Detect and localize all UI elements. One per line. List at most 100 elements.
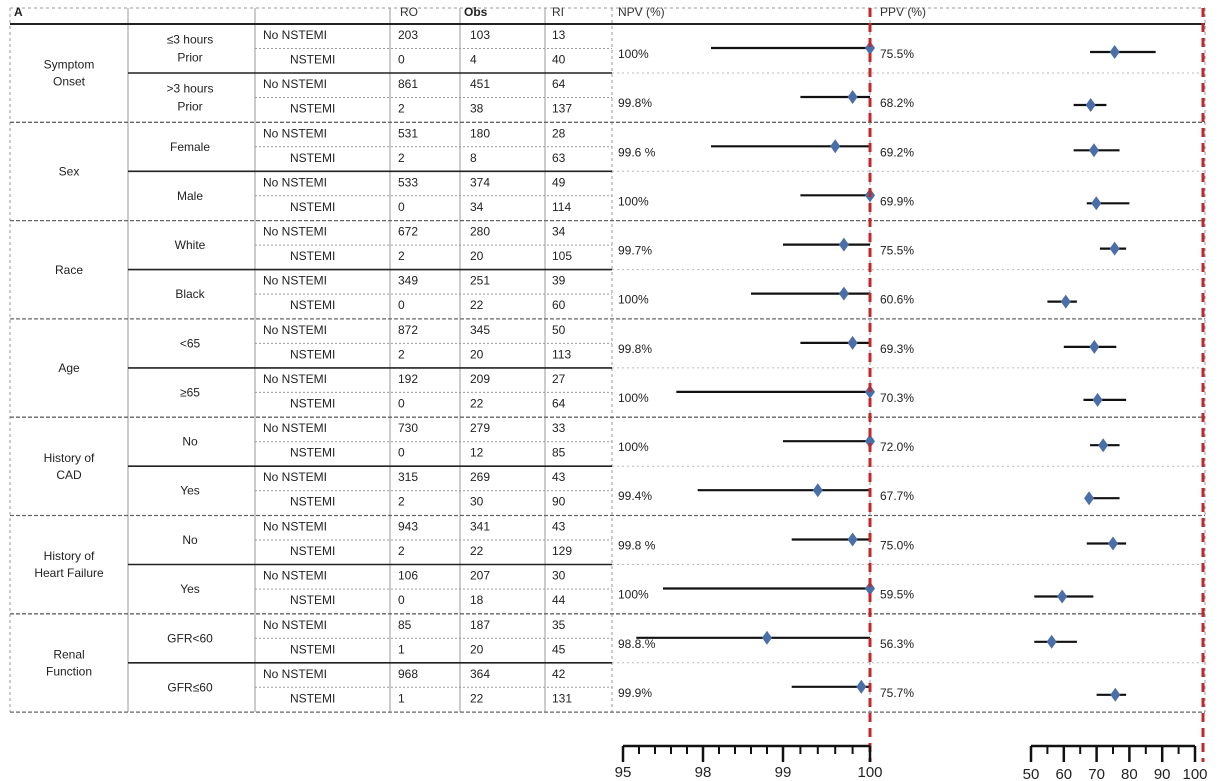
ppv-point bbox=[1109, 45, 1120, 59]
ppv-value-text: 56.3% bbox=[880, 637, 914, 651]
npv-value-text: 99.4% bbox=[618, 489, 652, 503]
row-label: NSTEMI bbox=[290, 396, 335, 410]
subgroup-label: GFR≤60 bbox=[167, 680, 213, 694]
subgroup-label: Prior bbox=[177, 51, 202, 65]
ppv-tick-label: 70 bbox=[1088, 766, 1105, 781]
ppv-point bbox=[1092, 392, 1103, 407]
subgroup-label: Black bbox=[175, 287, 205, 301]
ro-value: 106 bbox=[398, 569, 418, 583]
ri-value: 60 bbox=[552, 298, 566, 312]
ppv-tick-label: 100 bbox=[1182, 766, 1207, 781]
ppv-point bbox=[1085, 98, 1096, 112]
group-label: Heart Failure bbox=[34, 566, 104, 580]
ro-value: 943 bbox=[398, 520, 418, 534]
ppv-value-text: 75.0% bbox=[880, 539, 914, 553]
ro-value: 2 bbox=[398, 151, 405, 165]
obs-value: 187 bbox=[470, 618, 490, 632]
obs-value: 279 bbox=[470, 421, 490, 435]
npv-forest-plot: 100% 99.8% 99.6 % 100% 99.7% 100% 99.8% 100% 100… bbox=[618, 8, 875, 762]
ri-value: 43 bbox=[552, 520, 566, 534]
ro-value: 2 bbox=[398, 249, 405, 263]
obs-value: 18 bbox=[470, 593, 484, 607]
npv-value-text: 100% bbox=[618, 588, 649, 602]
ppv-point bbox=[1109, 241, 1120, 256]
ro-value: 192 bbox=[398, 372, 418, 386]
obs-value: 103 bbox=[470, 28, 490, 42]
row-label: No NSTEMI bbox=[263, 667, 327, 681]
subgroup-label: <65 bbox=[180, 336, 201, 350]
ppv-point bbox=[1060, 294, 1071, 309]
npv-value-text: 100% bbox=[618, 391, 649, 405]
ppv-value-text: 75.5% bbox=[880, 244, 914, 258]
row-label: No NSTEMI bbox=[263, 470, 327, 484]
row-label: No NSTEMI bbox=[263, 28, 327, 42]
header-npv: NPV (%) bbox=[618, 5, 665, 19]
ppv-value-text: 68.2% bbox=[880, 96, 914, 110]
group-label: Onset bbox=[53, 75, 86, 89]
ro-value: 349 bbox=[398, 274, 418, 288]
npv-value-text: 99.8% bbox=[618, 342, 652, 356]
obs-value: 22 bbox=[470, 544, 484, 558]
group-label: Function bbox=[46, 664, 92, 678]
obs-value: 251 bbox=[470, 274, 490, 288]
ppv-point bbox=[1091, 196, 1102, 211]
npv-value-text: 100% bbox=[618, 440, 649, 454]
row-label: NSTEMI bbox=[290, 593, 335, 607]
row-label: NSTEMI bbox=[290, 53, 335, 67]
header-ri: RI bbox=[552, 5, 564, 19]
ri-value: 63 bbox=[552, 151, 566, 165]
ppv-tick-label: 60 bbox=[1055, 766, 1072, 781]
npv-point bbox=[865, 41, 875, 55]
ro-value: 672 bbox=[398, 225, 418, 239]
ri-value: 33 bbox=[552, 421, 566, 435]
obs-value: 269 bbox=[470, 470, 490, 484]
row-label: NSTEMI bbox=[290, 642, 335, 656]
group-label: Race bbox=[55, 263, 83, 277]
obs-value: 8 bbox=[470, 151, 477, 165]
group-label: Symptom bbox=[44, 58, 95, 72]
ri-value: 64 bbox=[552, 396, 566, 410]
row-label: No NSTEMI bbox=[263, 520, 327, 534]
subgroup-label: Male bbox=[177, 189, 203, 203]
ri-value: 85 bbox=[552, 446, 566, 460]
obs-value: 280 bbox=[470, 225, 490, 239]
ri-value: 64 bbox=[552, 77, 566, 91]
ro-value: 872 bbox=[398, 323, 418, 337]
npv-point bbox=[865, 434, 875, 449]
obs-value: 180 bbox=[470, 126, 490, 140]
row-label: NSTEMI bbox=[290, 544, 335, 558]
ppv-value-text: 75.7% bbox=[880, 686, 914, 700]
group-label: Renal bbox=[53, 647, 84, 661]
ppv-point bbox=[1110, 687, 1121, 702]
ri-value: 30 bbox=[552, 569, 566, 583]
subgroup-label: GFR<60 bbox=[167, 631, 213, 645]
subgroup-label: ≥65 bbox=[180, 385, 200, 399]
obs-value: 22 bbox=[470, 691, 484, 705]
ro-value: 2 bbox=[398, 495, 405, 509]
subgroup-label: ≤3 hours bbox=[167, 33, 214, 47]
row-label: No NSTEMI bbox=[263, 175, 327, 189]
ri-value: 34 bbox=[552, 225, 566, 239]
ro-value: 1 bbox=[398, 691, 405, 705]
obs-value: 20 bbox=[470, 642, 484, 656]
ro-value: 2 bbox=[398, 347, 405, 361]
obs-value: 20 bbox=[470, 347, 484, 361]
ppv-value-text: 72.0% bbox=[880, 440, 914, 454]
row-label: No NSTEMI bbox=[263, 372, 327, 386]
obs-value: 20 bbox=[470, 249, 484, 263]
group-label: CAD bbox=[56, 468, 82, 482]
ro-value: 531 bbox=[398, 126, 418, 140]
obs-value: 364 bbox=[470, 667, 490, 681]
header-ppv: PPV (%) bbox=[880, 5, 926, 19]
obs-value: 38 bbox=[470, 102, 484, 116]
ppv-point bbox=[1098, 438, 1109, 453]
group-label: History of bbox=[44, 549, 95, 563]
ro-value: 315 bbox=[398, 470, 418, 484]
ro-value: 203 bbox=[398, 28, 418, 42]
group-label: Sex bbox=[59, 164, 80, 178]
ro-value: 1 bbox=[398, 642, 405, 656]
npv-tick-label: 95 bbox=[615, 764, 632, 781]
row-label: No NSTEMI bbox=[263, 77, 327, 91]
npv-value-text: 99.6 % bbox=[618, 145, 656, 159]
ro-value: 2 bbox=[398, 102, 405, 116]
